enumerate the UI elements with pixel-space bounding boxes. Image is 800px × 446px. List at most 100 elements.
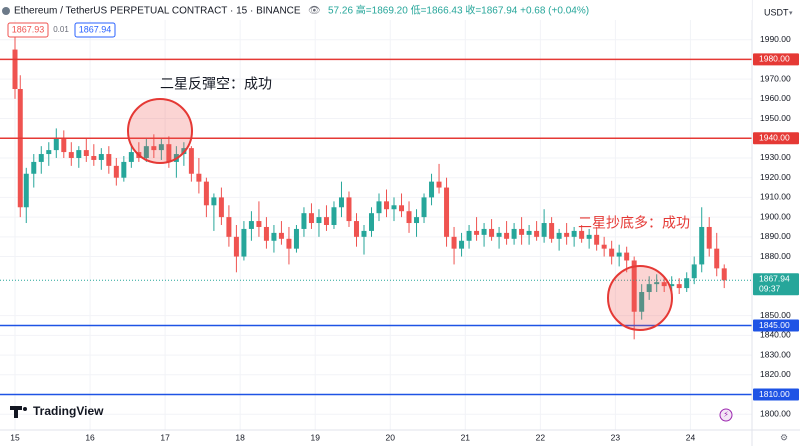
currency[interactable]: USDT — [764, 7, 789, 17]
candle-body — [571, 230, 577, 237]
symbol-title: Ethereum / TetherUS PERPETUAL CONTRACT ·… — [14, 6, 301, 17]
candle-body — [474, 230, 480, 235]
x-tick-label: 23 — [611, 432, 621, 442]
candle-body — [684, 278, 690, 289]
candle-body — [76, 150, 82, 158]
y-tick-label: 1850.00 — [760, 310, 791, 320]
candle-body — [143, 146, 149, 158]
line-label-bg — [753, 132, 799, 145]
y-tick-label: 1910.00 — [760, 192, 791, 202]
candle-body — [609, 248, 615, 257]
y-tick-label: 1960.00 — [760, 93, 791, 103]
candle-body — [496, 232, 502, 237]
candle-body — [481, 228, 487, 235]
candle-body — [17, 88, 23, 208]
candle-body — [376, 201, 382, 214]
candle-body — [556, 232, 562, 239]
y-tick-label: 1820.00 — [760, 369, 791, 379]
candle-body — [429, 181, 435, 198]
alert-icon[interactable] — [719, 408, 733, 422]
x-tick-label: 18 — [235, 432, 245, 442]
line-label-bg — [753, 388, 799, 401]
candle-body — [233, 236, 239, 257]
candle-body — [579, 230, 585, 239]
candle-body — [106, 154, 112, 166]
candle-body — [203, 181, 209, 206]
annotation: 二星反彈空：成功 — [160, 76, 272, 92]
candle-body — [511, 228, 517, 239]
candle-body — [586, 234, 592, 239]
candle-body — [691, 264, 697, 279]
candle-body — [91, 156, 97, 160]
settings-icon[interactable]: ⚙ — [780, 432, 788, 442]
spread: 0.01 — [53, 25, 69, 34]
ohlc: 57.26 高=1869.20 低=1866.43 收=1867.94 +0.6… — [328, 4, 589, 17]
y-tick-label: 1840.00 — [760, 330, 791, 340]
candle-body — [601, 244, 607, 249]
line-label: 1810.00 — [759, 389, 790, 399]
candle-body — [38, 154, 44, 162]
sell-box[interactable] — [7, 22, 49, 38]
candle-body — [331, 207, 337, 225]
candle-body — [706, 226, 712, 249]
candle-body — [158, 144, 164, 151]
candle-body — [271, 232, 277, 241]
candle-body — [384, 201, 390, 210]
candle-body — [241, 228, 247, 257]
candle-body — [128, 152, 134, 162]
sell-price[interactable]: 1867.93 — [12, 24, 45, 34]
candle-body — [346, 197, 352, 222]
candle-body — [83, 150, 89, 157]
x-tick-label: 24 — [686, 432, 696, 442]
buy-box[interactable] — [74, 22, 116, 38]
candle-body — [466, 230, 472, 241]
line-label: 1940.00 — [759, 133, 790, 143]
y-tick-label: 1800.00 — [760, 408, 791, 418]
candle-body — [188, 148, 194, 174]
candle-body — [714, 248, 720, 269]
line-label: 1845.00 — [759, 320, 790, 330]
x-tick-label: 21 — [461, 432, 471, 442]
last-price-label: 1867.94 — [759, 274, 790, 284]
candle-body — [406, 211, 412, 224]
candle-body — [31, 161, 37, 174]
candle-body — [248, 221, 254, 229]
candle-body — [361, 230, 367, 237]
axes: 1990.00 1970.00 1960.00 1950.00 1930.00 1920.… — [10, 34, 799, 442]
candle-body — [534, 230, 540, 237]
candle-body — [436, 181, 442, 188]
candle-body — [444, 187, 450, 237]
currency-caret: ▾ — [789, 10, 793, 17]
candle-body — [504, 232, 510, 239]
logo-text: TradingView — [33, 404, 104, 418]
x-tick-label: 15 — [10, 432, 20, 442]
y-tick-label: 1920.00 — [760, 172, 791, 182]
candle-body — [353, 221, 359, 237]
tradingview-logo: TradingView — [10, 404, 104, 418]
candle-body — [414, 217, 420, 224]
countdown: 09:37 — [759, 284, 781, 294]
y-tick-label: 1930.00 — [760, 152, 791, 162]
candle-body — [661, 282, 667, 287]
candle-body — [12, 49, 18, 89]
candle-body — [196, 173, 202, 182]
candle-body — [631, 260, 637, 312]
candle-body — [113, 165, 119, 178]
candle-body — [308, 213, 314, 224]
symbol-icon — [2, 7, 10, 15]
candle-body — [23, 173, 29, 208]
header-bg — [0, 0, 752, 20]
candle-body — [519, 228, 525, 235]
x-tick-label: 19 — [310, 432, 320, 442]
y-tick-label: 1970.00 — [760, 73, 791, 83]
candle-body — [549, 223, 555, 239]
candle-body — [98, 154, 104, 160]
candle-body — [624, 252, 630, 261]
buy-price[interactable]: 1867.94 — [79, 24, 112, 34]
alert-glyph[interactable]: ⚡ — [723, 410, 729, 419]
candle-body — [639, 292, 645, 312]
x-tick-label: 17 — [160, 432, 170, 442]
candle-body — [226, 217, 232, 237]
